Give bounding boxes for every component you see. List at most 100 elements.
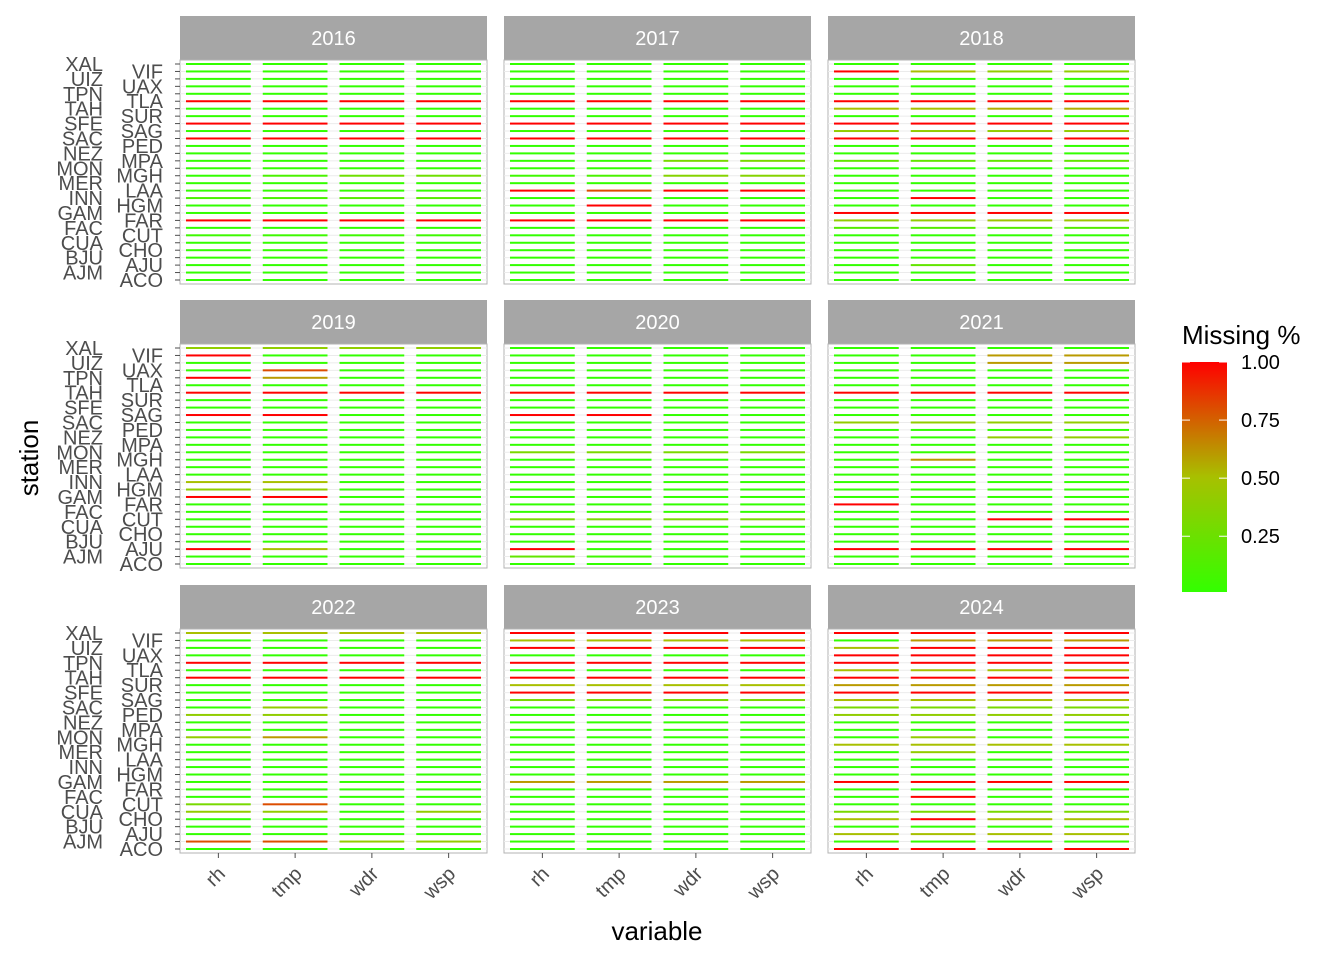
tile-2023-PED-tmp [586,713,652,716]
tile-2020-GAM-rh [510,495,575,498]
tile-2016-BJU-rh [186,256,251,259]
tile-2017-SFE-wsp [740,122,805,125]
tile-2024-FAR-wdr [987,788,1053,791]
tile-2020-MPA-wdr [663,443,729,446]
tile-2023-SFE-wdr [663,691,729,694]
tile-2023-MPA-wdr [663,728,729,731]
y-tick-label-UAX: UAX [122,645,163,667]
tile-2019-AJM-wsp [416,555,481,558]
tile-2022-MER-wdr [339,751,405,754]
y-tick-label-NEZ: NEZ [63,143,103,165]
tile-2022-FAR-tmp [262,788,328,791]
tile-2024-FAC-wdr [987,795,1053,798]
tile-2022-INN-rh [186,766,251,769]
tile-2019-FAR-wsp [416,503,481,506]
tile-2022-SAC-wsp [416,706,481,709]
tile-2020-SUR-wsp [740,399,805,402]
tile-2023-AJM-rh [510,840,575,843]
tile-2022-SUR-rh [186,684,251,687]
tile-2016-SFE-wdr [339,122,405,125]
tile-2019-UIZ-rh [186,361,251,364]
y-tick-label-MGH: MGH [116,166,163,188]
tile-2019-FAR-tmp [262,503,328,506]
y-tick-label-GAM: GAM [57,487,103,509]
tile-2017-FAR-wsp [740,219,805,222]
tile-2020-CHO-rh [510,533,575,536]
tile-2021-TPN-rh [834,376,899,379]
tile-2017-SAC-tmp [586,137,652,140]
tile-2023-CUT-tmp [586,803,652,806]
tile-2017-TPN-wdr [663,92,729,95]
tile-2021-LAA-tmp [910,473,976,476]
tile-2016-MGH-rh [186,174,251,177]
tile-2018-MON-wdr [987,167,1053,170]
tile-2020-HGM-wsp [740,488,805,491]
tile-2023-TAH-wdr [663,676,729,679]
tile-2017-XAL-wdr [663,63,729,65]
tile-2019-AJM-tmp [262,555,328,558]
tile-2022-VIF-rh [186,639,251,642]
tile-2024-SAC-wsp [1064,706,1129,709]
tile-2024-LAA-wdr [987,758,1053,761]
tile-2016-TLA-wsp [416,100,481,103]
tile-2016-SAG-tmp [262,130,328,133]
tile-2020-AJM-tmp [586,555,652,558]
tile-2021-MGH-wsp [1064,458,1129,461]
tile-2020-GAM-tmp [586,495,652,498]
y-tick-label-SAC: SAC [62,697,103,719]
tile-2017-TAH-wsp [740,107,805,110]
tile-2020-CHO-tmp [586,533,652,536]
tile-2024-AJM-wdr [987,840,1053,843]
tile-2018-MPA-rh [834,159,899,162]
tile-2022-INN-wsp [416,766,481,769]
tile-2023-MON-wsp [740,736,805,739]
tile-2021-MON-wsp [1064,451,1129,454]
tile-2022-ACO-wsp [416,848,481,850]
tile-2018-TAH-wsp [1064,107,1129,110]
tile-2023-HGM-tmp [586,773,652,776]
tile-2018-MON-wsp [1064,167,1129,170]
tile-2023-SAG-rh [510,699,575,702]
tile-2018-SFE-wsp [1064,122,1129,125]
y-tick-label-TLA: TLA [126,375,163,397]
tile-2020-FAC-tmp [586,510,652,513]
tile-2017-FAC-wdr [663,226,729,229]
tile-2022-NEZ-tmp [262,721,328,724]
tile-2024-UAX-wsp [1064,654,1129,657]
tile-2017-FAC-wsp [740,226,805,229]
tile-2018-UAX-wdr [987,85,1053,88]
tile-2018-MPA-wdr [987,159,1053,162]
tile-2018-MGH-wdr [987,174,1053,177]
tile-2017-MON-rh [510,167,575,170]
tile-2022-UAX-wsp [416,654,481,657]
y-tick-label-MER: MER [59,457,103,479]
y-tick-label-SUR: SUR [121,106,163,128]
tile-2020-BJU-tmp [586,540,652,543]
tile-2024-FAR-rh [834,788,899,791]
tile-2021-FAC-rh [834,510,899,513]
tile-2023-SFE-rh [510,691,575,694]
tile-2016-FAC-wdr [339,226,405,229]
tile-2018-CHO-wsp [1064,249,1129,252]
tile-2023-LAA-tmp [586,758,652,761]
tile-2016-VIF-wsp [416,70,481,73]
tile-2016-AJU-rh [186,264,251,267]
tile-2020-FAR-tmp [586,503,652,506]
tile-2023-AJU-rh [510,833,575,836]
tile-2017-MON-wdr [663,167,729,170]
tile-2023-UIZ-tmp [586,646,652,649]
tile-2021-PED-wsp [1064,428,1129,431]
tile-2018-HGM-wdr [987,204,1053,207]
tile-2020-NEZ-rh [510,436,575,439]
tile-2016-VIF-rh [186,70,251,73]
tile-2017-SAC-wsp [740,137,805,140]
tile-2019-GAM-wsp [416,495,481,498]
tile-2018-CUA-tmp [910,241,976,244]
tile-2020-FAR-wsp [740,503,805,506]
y-tick-label-FAR: FAR [124,779,163,801]
tile-2016-AJU-wdr [339,264,405,267]
tile-2022-NEZ-wdr [339,721,405,724]
tile-2022-CUT-wdr [339,803,405,806]
tile-2018-MER-wdr [987,182,1053,185]
